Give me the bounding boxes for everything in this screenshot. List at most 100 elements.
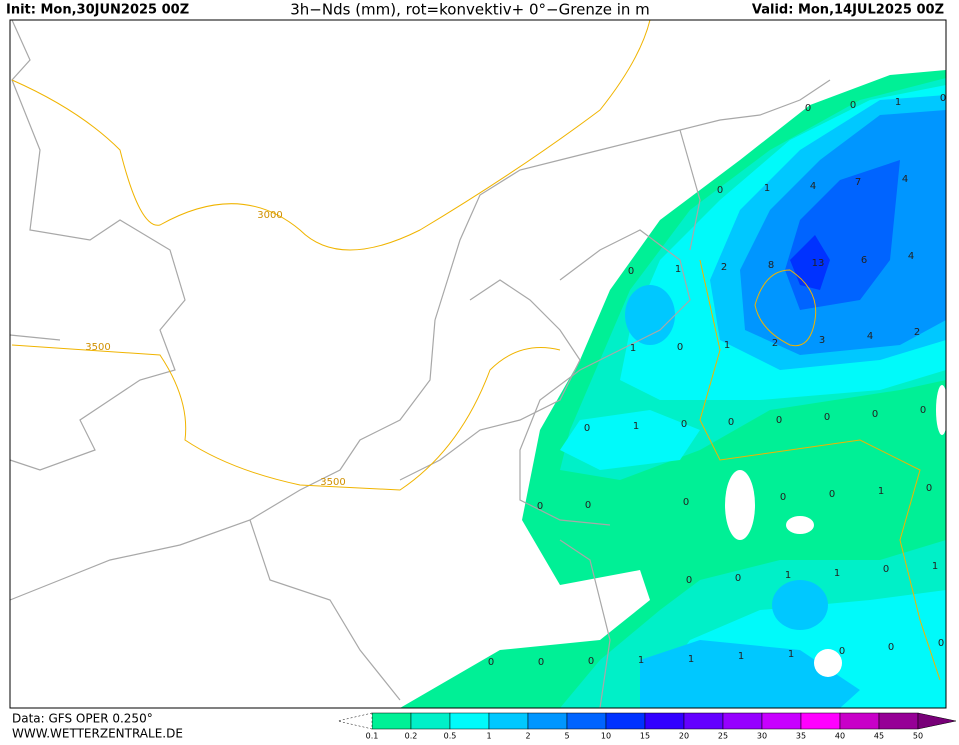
freezing-level-isolines [11,19,941,681]
precip-label: 0 [776,415,782,426]
precip-label: 0 [920,405,926,416]
legend-swatch [527,712,568,730]
precip-label: 0 [872,409,878,420]
legend-swatch [761,712,802,730]
precip-label: 2 [772,338,778,349]
legend-swatch [605,712,646,730]
precip-label: 7 [855,177,861,188]
precip-label: 2 [914,327,920,338]
precip-label: 0 [883,564,889,575]
precip-label: 1 [630,343,636,354]
precip-label: 4 [902,174,908,185]
legend-label: 0.5 [444,732,457,741]
valid-time: Valid: Mon,14JUL2025 00Z [752,3,944,18]
legend-label: 25 [718,732,728,741]
init-time: Init: Mon,30JUN2025 00Z [6,3,189,18]
legend-swatch [644,712,685,730]
legend-swatch [410,712,451,730]
precip-label: 4 [810,181,816,192]
precip-label: 0 [538,657,544,668]
precip-label: 0 [850,100,856,111]
precip-label: 1 [675,264,681,275]
precip-label: 0 [584,423,590,434]
legend-label: 40 [835,732,845,741]
legend-label: 0.2 [405,732,418,741]
precip-label: 13 [812,258,825,269]
contour-label: 3000 [257,210,282,221]
precip-label: 1 [688,654,694,665]
legend-label: 0.1 [366,732,379,741]
header-bg [0,0,959,19]
legend-label: 30 [757,732,767,741]
precip-label: 0 [839,646,845,657]
precip-label: 1 [638,655,644,666]
precip-label: 4 [867,331,873,342]
precip-label: 0 [681,419,687,430]
precip-label: 0 [686,575,692,586]
precip-label: 4 [908,251,914,262]
legend-label: 10 [601,732,611,741]
coastlines [9,19,831,709]
precip-label: 3 [819,335,825,346]
legend-label: 15 [640,732,650,741]
legend-label: 2 [525,732,530,741]
precip-label: 0 [780,492,786,503]
precip-label: 0 [735,573,741,584]
precip-label: 1 [788,649,794,660]
precip-label: 0 [888,642,894,653]
precip-label: 1 [834,568,840,579]
precip-label: 0 [585,500,591,511]
legend-swatch [566,712,607,730]
precip-label: 0 [628,266,634,277]
precip-label: 0 [938,638,944,649]
precip-label: 0 [488,657,494,668]
precip-label: 2 [721,262,727,273]
precip-label: 0 [926,483,932,494]
map-frame [9,19,947,709]
precip-labels: 0 0 1 0 0 1 4 7 4 0 1 2 8 13 6 4 1 0 1 2 3 4 2 0 1 0 0 0 0 0 0 0 0 0 0 0 1 0 0… [488,93,946,668]
legend-swatch [488,712,529,730]
contour-label: 3500 [320,477,345,488]
legend-label: 35 [796,732,806,741]
legend-label: 20 [679,732,689,741]
legend-swatch [878,712,919,730]
legend-label: 50 [913,732,923,741]
legend-swatch [449,712,490,730]
precip-label: 0 [940,93,946,104]
precip-label: 1 [738,651,744,662]
precip-label: 0 [829,489,835,500]
contour-label: 3500 [85,342,110,353]
legend-swatch [800,712,841,730]
precip-label: 1 [785,570,791,581]
website: WWW.WETTERZENTRALE.DE [12,727,183,741]
precip-label: 0 [805,103,811,114]
legend-label: 45 [874,732,884,741]
precip-label: 1 [895,97,901,108]
legend-swatch [722,712,763,730]
precip-label: 0 [537,501,543,512]
legend-label: 1 [486,732,491,741]
data-source: Data: GFS OPER 0.250° [12,712,153,726]
precip-label: 0 [588,656,594,667]
legend-arrow [917,712,957,730]
precip-label: 0 [728,417,734,428]
legend-label: 5 [564,732,569,741]
legend-swatch [683,712,724,730]
precip-label: 1 [633,421,639,432]
precip-field [400,70,948,708]
precip-label: 1 [932,561,938,572]
legend-swatch [839,712,880,730]
legend-swatch [371,712,412,730]
precip-label: 1 [764,183,770,194]
legend-arrow-low [337,712,373,730]
precip-label: 0 [717,185,723,196]
precip-label: 0 [677,342,683,353]
legend: 0.1 0.2 0.5 1 2 5 10 15 20 25 30 35 40 45 50 [337,712,957,741]
precip-label: 1 [724,340,730,351]
precip-label: 1 [878,486,884,497]
map-title: 3h−Nds (mm), rot=konvektiv+ 0°−Grenze in… [290,1,650,19]
precip-label: 6 [861,255,867,266]
precip-label: 0 [824,412,830,423]
precip-label: 8 [768,260,774,271]
